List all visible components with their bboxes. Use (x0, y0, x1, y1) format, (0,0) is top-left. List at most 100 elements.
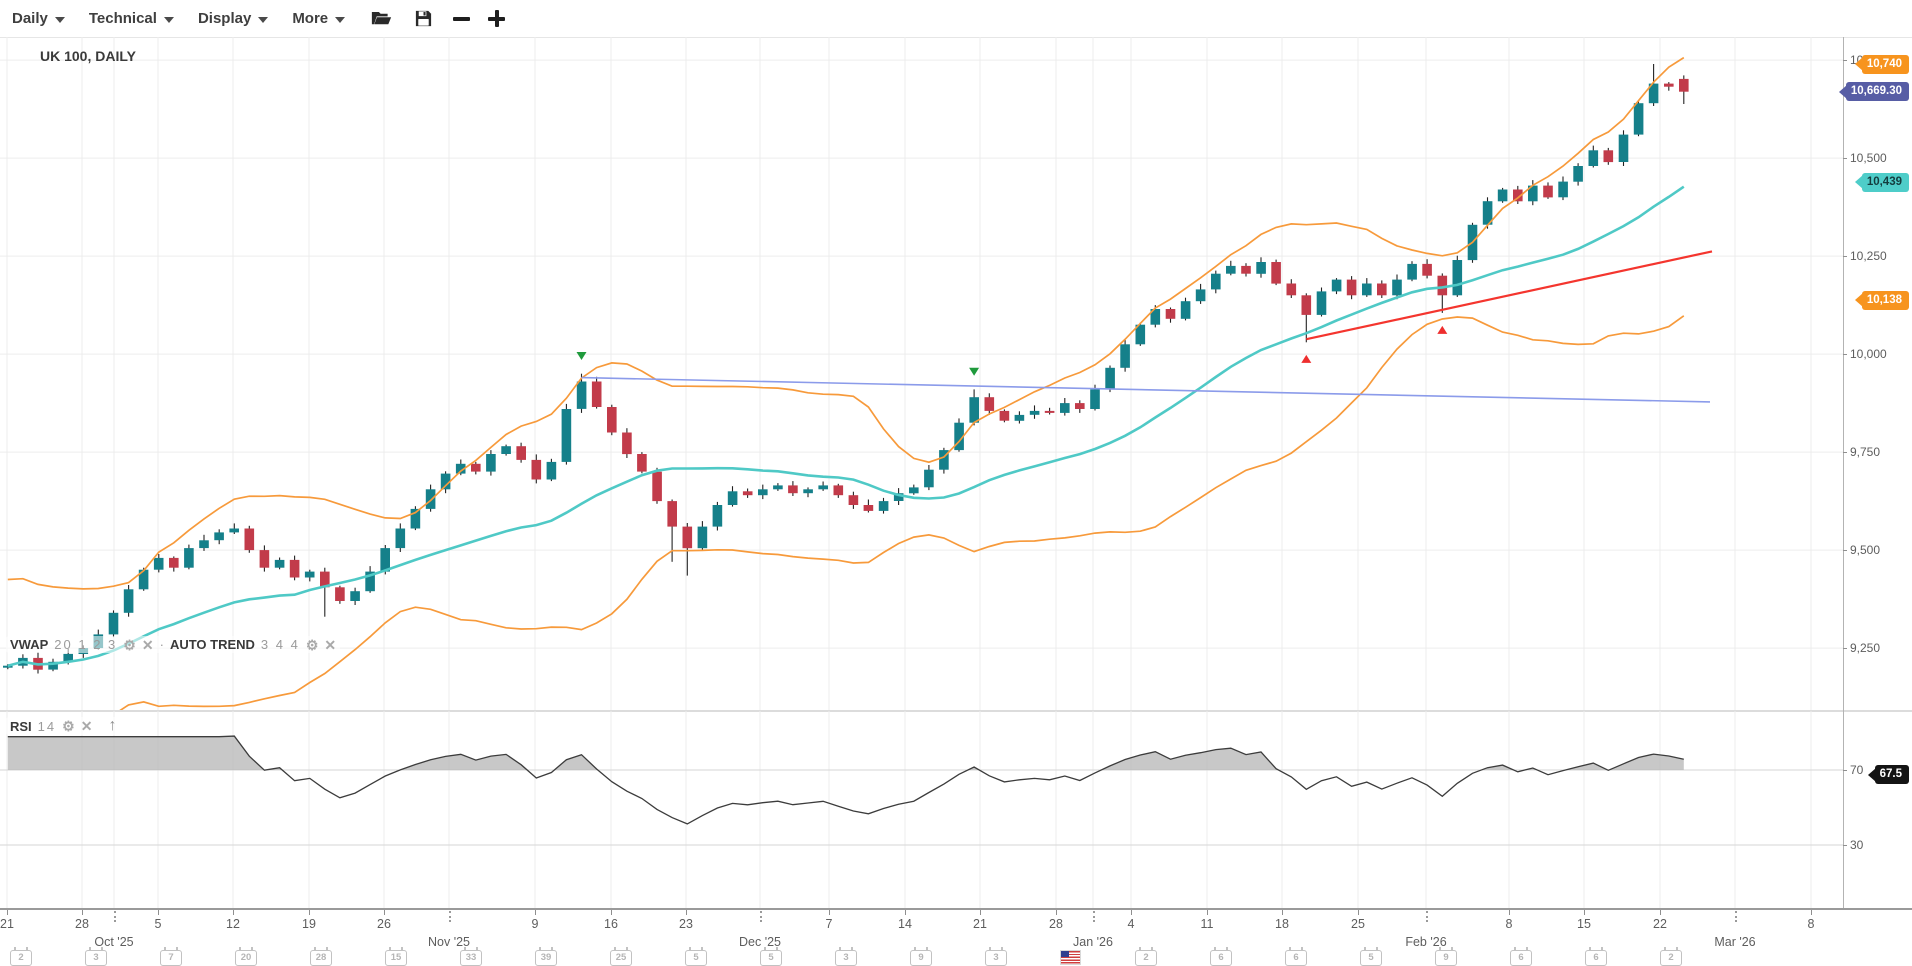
week-tick (1584, 910, 1585, 915)
calendar-event-badge[interactable]: 2 (1660, 947, 1682, 966)
candle (591, 381, 602, 407)
close-icon[interactable]: ✕ (141, 636, 154, 653)
candle (229, 528, 239, 533)
calendar-event-badge[interactable]: 20 (235, 947, 257, 966)
candle (244, 528, 255, 551)
price-chart[interactable] (0, 37, 1843, 753)
calendar-event-badge[interactable]: 33 (460, 947, 482, 966)
month-label: Dec '25 (739, 935, 781, 949)
week-tick (1509, 910, 1510, 915)
calendar-event-badge[interactable]: 5 (760, 947, 782, 966)
rsi-pane[interactable] (0, 711, 1843, 908)
candle (893, 493, 904, 501)
date-label: 9 (531, 917, 539, 931)
month-tick (760, 911, 762, 922)
display-menu[interactable]: Display (197, 10, 269, 27)
price-axis-label: 10,500 (1850, 151, 1887, 166)
date-label: 19 (302, 917, 316, 931)
calendar-event-badge[interactable]: 5 (1360, 947, 1382, 966)
time-axis[interactable]: 21 28 Oct '25 5 12 19 26 Nov '25 9 16 23 Dec '25 7 14… (0, 908, 1912, 966)
auto-trendline (1306, 250, 1713, 341)
week-tick (7, 910, 8, 915)
candle (1014, 414, 1025, 421)
month-label: Mar '26 (1714, 935, 1756, 949)
candle (199, 540, 209, 549)
calendar-event-badge[interactable]: 9 (1435, 947, 1457, 966)
candle (999, 410, 1010, 421)
calendar-event-badge[interactable]: 3 (835, 947, 857, 966)
candle (1286, 283, 1297, 296)
interval-menu-daily[interactable]: Daily (12, 10, 65, 27)
display-menu-label: Display (197, 10, 252, 27)
overlay-controls: VWAP 20 1 2 3 ⚙ ✕ · AUTO TREND 3 4 4 ⚙ ✕ (6, 636, 341, 653)
price-pane[interactable] (0, 37, 1843, 753)
candle (486, 454, 496, 472)
calendar-event-badge[interactable]: 7 (160, 947, 182, 966)
auto-trendline (581, 376, 1711, 403)
week-tick (980, 910, 981, 915)
gear-icon[interactable]: ⚙ (305, 636, 319, 653)
zoom-out-icon[interactable] (453, 16, 471, 21)
open-folder-icon[interactable] (371, 10, 392, 28)
tag-arrow (1854, 175, 1863, 189)
candle (788, 485, 798, 494)
calendar-event-badge[interactable]: 3 (985, 947, 1007, 966)
month-tick (1426, 911, 1428, 922)
date-label: 5 (154, 917, 162, 931)
save-icon[interactable] (414, 9, 433, 28)
candle (1618, 134, 1629, 162)
calendar-event-badge[interactable]: 6 (1285, 947, 1307, 966)
calendar-event-badge[interactable]: 3 (85, 947, 107, 966)
close-icon[interactable]: ✕ (324, 636, 337, 653)
symbol-title: UK 100, DAILY (40, 48, 136, 64)
rsi-tag: 67.5 (1867, 765, 1909, 785)
calendar-event-badge[interactable]: 6 (1210, 947, 1232, 966)
date-label: 8 (1807, 917, 1815, 931)
vwap-params: 20 1 2 3 (54, 637, 118, 652)
date-label: 21 (0, 917, 14, 931)
candle (1679, 78, 1689, 92)
candle (1044, 410, 1055, 413)
pane-divider[interactable] (0, 710, 1912, 712)
zoom-in-icon[interactable] (488, 10, 506, 27)
candle (169, 557, 179, 568)
candle (1513, 189, 1523, 202)
calendar-event-badge[interactable]: 6 (1585, 947, 1607, 966)
month-label: Oct '25 (94, 935, 134, 949)
candle (138, 569, 149, 590)
candle (1648, 83, 1659, 104)
candle (909, 487, 919, 494)
move-pane-up-icon[interactable]: ↑ (108, 717, 117, 734)
candle (425, 489, 436, 509)
date-label: 15 (1577, 917, 1591, 931)
gear-icon[interactable]: ⚙ (62, 718, 75, 734)
calendar-event-badge[interactable]: 9 (910, 947, 932, 966)
candle (471, 463, 481, 472)
calendar-event-badge[interactable]: 15 (385, 947, 407, 966)
technical-menu[interactable]: Technical (89, 10, 174, 27)
rsi-chart[interactable] (0, 711, 1843, 908)
technical-menu-label: Technical (88, 10, 157, 27)
candle (1165, 309, 1176, 319)
price-axis-label: 9,250 (1850, 641, 1881, 656)
calendar-event-badge[interactable]: 5 (685, 947, 707, 966)
more-menu[interactable]: More (292, 10, 346, 27)
week-tick (309, 910, 310, 915)
calendar-event-badge[interactable]: 2 (10, 947, 32, 966)
calendar-event-badge[interactable]: 25 (610, 947, 632, 966)
candle (742, 491, 753, 496)
price-axis[interactable] (1843, 37, 1844, 908)
gear-icon[interactable]: ⚙ (123, 636, 136, 653)
calendar-event-badge[interactable]: 39 (535, 947, 557, 966)
calendar-event-badge[interactable]: 6 (1510, 947, 1532, 966)
candle (1392, 279, 1402, 296)
us-flag-icon[interactable] (1061, 951, 1080, 964)
calendar-event-badge[interactable]: 28 (310, 947, 332, 966)
close-icon[interactable]: ✕ (80, 718, 93, 734)
candle (667, 501, 677, 527)
tag-arrow (1854, 57, 1863, 71)
axis-tick (1843, 648, 1847, 650)
tag-value: 10,740 (1861, 54, 1909, 74)
candle (1241, 265, 1251, 274)
calendar-event-badge[interactable]: 2 (1135, 947, 1157, 966)
